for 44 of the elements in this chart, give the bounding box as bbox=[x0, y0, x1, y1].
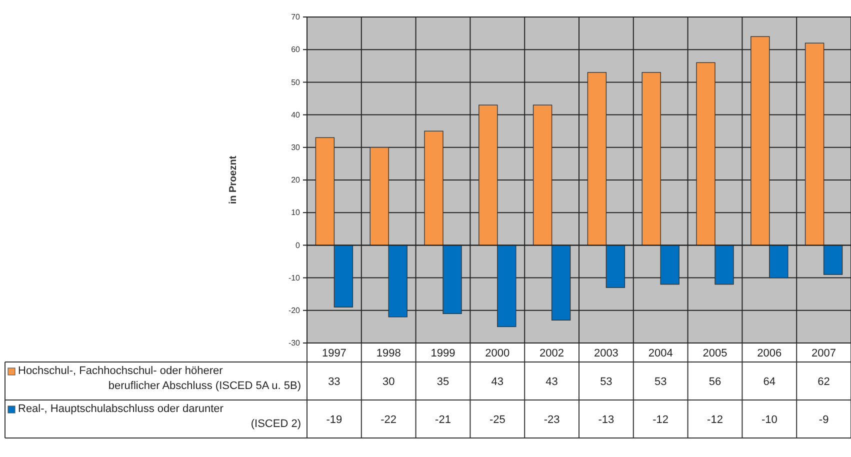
y-axis-title: in Proeznt bbox=[228, 155, 239, 204]
y-tick-label: 10 bbox=[291, 208, 301, 218]
data-label: -12 bbox=[707, 414, 723, 426]
legend-label: Hochschul-, Fachhochschul- oder höherer beruflicher Abschluss (ISCED 5A u. 5B) bbox=[18, 365, 301, 392]
y-tick-label: -20 bbox=[288, 306, 301, 315]
data-label: 53 bbox=[654, 376, 667, 388]
x-tick-label: 2002 bbox=[540, 347, 564, 360]
y-tick-label: 20 bbox=[291, 176, 301, 185]
data-label: -13 bbox=[598, 414, 614, 426]
y-tick-label: 50 bbox=[291, 78, 301, 87]
y-tick-label: -10 bbox=[288, 273, 301, 282]
data-label: 53 bbox=[600, 376, 612, 388]
x-tick-label: 1999 bbox=[430, 347, 456, 360]
data-label: 64 bbox=[763, 376, 776, 388]
data-label: -23 bbox=[544, 414, 560, 426]
y-tick-label: -30 bbox=[288, 338, 301, 348]
data-label: -22 bbox=[380, 414, 397, 426]
x-tick-label: 2006 bbox=[757, 347, 782, 360]
data-label: -12 bbox=[652, 414, 669, 426]
y-tick-label: 60 bbox=[291, 45, 301, 54]
data-label: -9 bbox=[818, 414, 829, 426]
y-tick-label: 0 bbox=[296, 240, 301, 250]
x-tick-label: 2005 bbox=[702, 347, 728, 360]
data-label: 62 bbox=[818, 376, 830, 388]
x-tick-label: 1998 bbox=[376, 347, 401, 360]
data-label: -21 bbox=[435, 414, 451, 426]
data-label: 43 bbox=[546, 376, 558, 388]
x-tick-label: 2003 bbox=[594, 347, 618, 360]
data-label: 35 bbox=[436, 376, 450, 388]
x-tick-label: 2004 bbox=[648, 347, 673, 360]
text: Real-, Hauptschulabschluss oder darunter (ISCED 2) bbox=[18, 403, 301, 430]
y-tick-label: 40 bbox=[291, 110, 301, 120]
data-label: 56 bbox=[708, 376, 722, 388]
x-tick-label: 2007 bbox=[812, 347, 836, 360]
x-tick-label: 2000 bbox=[485, 347, 510, 360]
data-label: -19 bbox=[326, 414, 342, 426]
y-tick-label: 70 bbox=[291, 12, 301, 22]
data-label: 30 bbox=[382, 376, 395, 388]
data-label: -25 bbox=[489, 414, 506, 426]
data-label: 43 bbox=[491, 376, 504, 388]
y-tick-label: 30 bbox=[291, 142, 301, 152]
data-label: -10 bbox=[761, 414, 778, 426]
x-tick-label: 1997 bbox=[322, 347, 346, 360]
data-label: 33 bbox=[328, 376, 340, 388]
